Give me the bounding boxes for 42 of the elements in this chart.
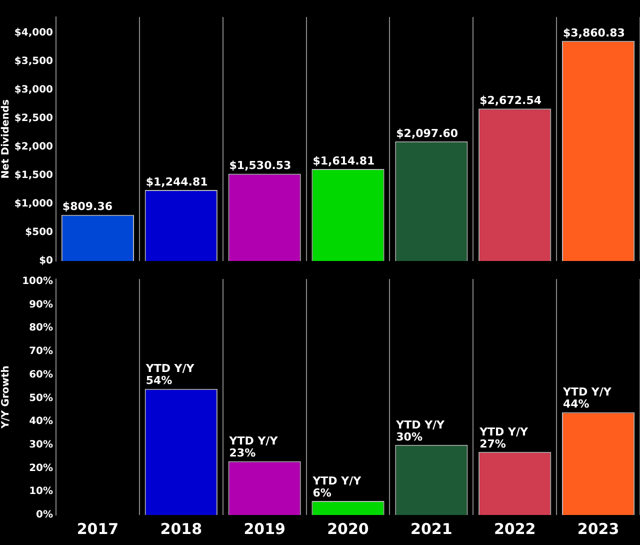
y-tick-label: 80% — [29, 322, 53, 334]
y-tick-label: $0 — [39, 256, 54, 267]
y-tick-label: 50% — [29, 392, 53, 404]
data-label: YTD Y/Y 6% — [312, 474, 362, 500]
x-tick-label: 2022 — [494, 520, 536, 538]
data-label: YTD Y/Y 44% — [562, 386, 612, 411]
y-tick-label: $4,000 — [14, 28, 54, 39]
y-tick-label: $3,500 — [14, 56, 54, 68]
x-tick-label: 2017 — [76, 520, 119, 538]
data-label: $3,860.83 — [562, 26, 625, 40]
y-tick-label: $500 — [25, 227, 54, 238]
y-tick-label: 40% — [29, 416, 53, 428]
y-tick-label: $2,500 — [14, 113, 54, 124]
y-tick-label: 30% — [29, 439, 53, 450]
y-axis-title: Y/Y Growth — [0, 366, 12, 430]
x-tick-label: 2021 — [410, 520, 452, 538]
x-tick-label: 2020 — [327, 520, 369, 538]
y-tick-label: 60% — [29, 369, 53, 380]
y-tick-label: $3,000 — [14, 84, 54, 96]
y-tick-label: $1,500 — [14, 170, 54, 182]
data-label: $809.36 — [62, 200, 113, 214]
y-axis-title: Net Dividends — [0, 99, 12, 179]
x-tick-label: 2018 — [160, 520, 202, 538]
y-tick-label: 0% — [36, 510, 53, 521]
data-label: YTD Y/Y 54% — [144, 362, 196, 388]
data-label: $1,614.81 — [312, 154, 375, 168]
y-tick-label: $2,000 — [14, 142, 54, 153]
data-label: $1,530.53 — [229, 159, 292, 172]
x-tick-label: 2023 — [577, 520, 620, 538]
y-tick-label: 70% — [29, 346, 53, 358]
data-label: $2,097.60 — [396, 126, 458, 140]
y-tick-label: 100% — [22, 276, 53, 287]
x-tick-label: 2019 — [244, 520, 286, 538]
data-label: YTD Y/Y 30% — [395, 418, 446, 444]
y-tick-label: 20% — [29, 462, 53, 474]
data-label: $2,672.54 — [480, 94, 542, 107]
data-label: YTD Y/Y 23% — [228, 434, 279, 460]
y-tick-label: 90% — [29, 299, 53, 310]
data-label: $1,244.81 — [146, 175, 208, 188]
y-tick-label: $1,000 — [14, 198, 54, 210]
data-label: YTD Y/Y 27% — [478, 425, 529, 450]
y-tick-label: 10% — [29, 486, 53, 498]
